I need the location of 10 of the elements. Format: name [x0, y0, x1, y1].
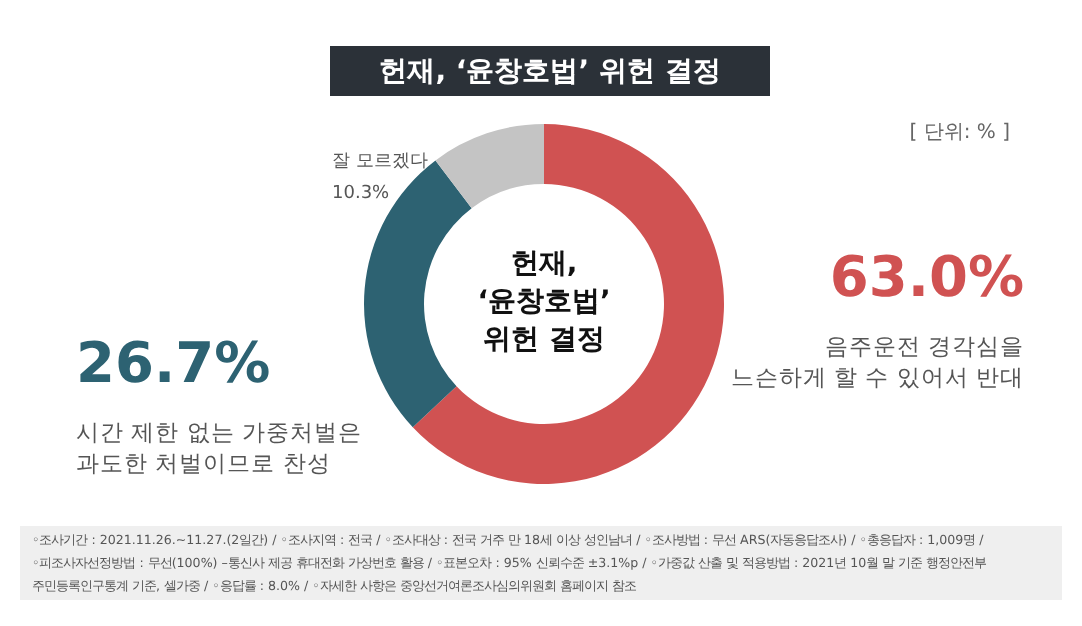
data-label: 63.0%	[829, 244, 1024, 310]
data-label: 26.7%	[76, 330, 271, 396]
text: 헌재, ‘윤창호법’ 위헌 결정	[477, 248, 611, 356]
slice-label: 시간 제한 없는 가중처벌은 과도한 처벌이므로 찬성	[76, 418, 362, 477]
slice-label: 잘 모르겠다	[332, 152, 428, 172]
data-label: 10.3%	[332, 184, 391, 204]
donut-slice	[435, 124, 544, 209]
chart-title: 헌재, ‘윤창호법’ 위헌 결정	[379, 56, 721, 88]
text: [ 단위: % ]	[909, 122, 1011, 144]
slice-label: 음주운전 경각심을 느슨하게 할 수 있어서 반대	[730, 332, 1024, 391]
